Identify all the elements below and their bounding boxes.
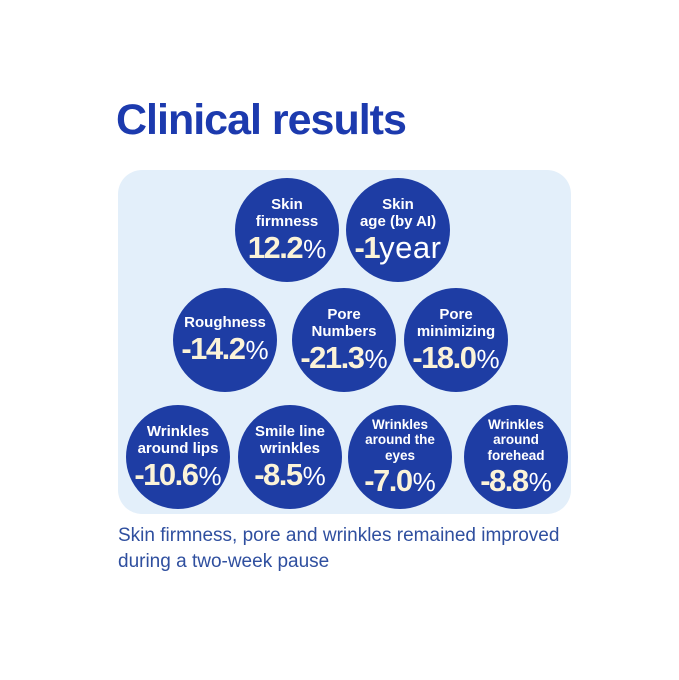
stat-circle-wrinkles-eyes: Wrinkles around the eyes -7.0%: [348, 405, 452, 509]
stat-label: Smile line wrinkles: [254, 422, 326, 458]
stat-unit: %: [528, 466, 552, 497]
stat-circle-skin-firmness: Skin firmness 12.2%: [235, 178, 339, 282]
stat-circle-wrinkles-lips: Wrinkles around lips -10.6%: [126, 405, 230, 509]
stat-value: -1: [354, 229, 381, 265]
stat-label: Skin age (by AI): [359, 195, 437, 231]
caption-text: Skin firmness, pore and wrinkles remaine…: [118, 525, 560, 572]
stat-value: -8.5: [254, 456, 303, 492]
stat-circle-wrinkles-forehead: Wrinkles around forehead -8.8%: [464, 405, 568, 509]
stat-unit: %: [302, 460, 326, 491]
stat-value-line: -21.3%: [300, 339, 388, 375]
stat-circle-pore-numbers: Pore Numbers -21.3%: [292, 288, 396, 392]
stat-value: -18.0: [412, 339, 477, 375]
stat-unit: %: [364, 343, 388, 374]
stat-label: Wrinkles around forehead: [487, 416, 545, 464]
stat-circle-smile-line: Smile line wrinkles -8.5%: [238, 405, 342, 509]
stat-value-line: -8.8%: [480, 462, 552, 498]
stat-value-line: -7.0%: [364, 462, 436, 498]
stat-circle-pore-minimizing: Pore minimizing -18.0%: [404, 288, 508, 392]
stat-value-line: -8.5%: [254, 456, 326, 492]
page-title: Clinical results: [116, 96, 407, 144]
stat-unit: %: [303, 233, 327, 264]
stat-unit: %: [476, 343, 500, 374]
stat-label: Roughness: [184, 314, 266, 332]
stat-unit: year: [379, 229, 442, 265]
stat-label: Wrinkles around the eyes: [365, 416, 435, 464]
stat-unit: %: [412, 466, 436, 497]
stat-value-line: -18.0%: [412, 339, 500, 375]
stat-label: Pore Numbers: [311, 305, 377, 341]
stat-value-line: -1 year: [354, 229, 442, 265]
stat-label: Skin firmness: [255, 195, 319, 231]
stat-unit: %: [198, 460, 222, 491]
stat-label: Pore minimizing: [416, 305, 496, 341]
stat-value-line: -10.6%: [134, 456, 222, 492]
stat-value-line: -14.2%: [181, 331, 269, 366]
stat-circle-skin-age: Skin age (by AI) -1 year: [346, 178, 450, 282]
stat-unit: %: [245, 335, 269, 365]
stat-value-line: 12.2%: [247, 229, 327, 265]
stat-value: -21.3: [300, 339, 365, 375]
stat-value: -8.8: [480, 462, 529, 498]
results-panel: Skin firmness 12.2% Skin age (by AI) -1 y…: [118, 170, 571, 514]
stat-value: -7.0: [364, 462, 413, 498]
stat-value: -14.2: [181, 331, 246, 366]
stat-value: -10.6: [134, 456, 199, 492]
stat-circle-roughness: Roughness -14.2%: [173, 288, 277, 392]
stat-label: Wrinkles around lips: [137, 422, 219, 458]
stat-value: 12.2: [247, 229, 304, 265]
